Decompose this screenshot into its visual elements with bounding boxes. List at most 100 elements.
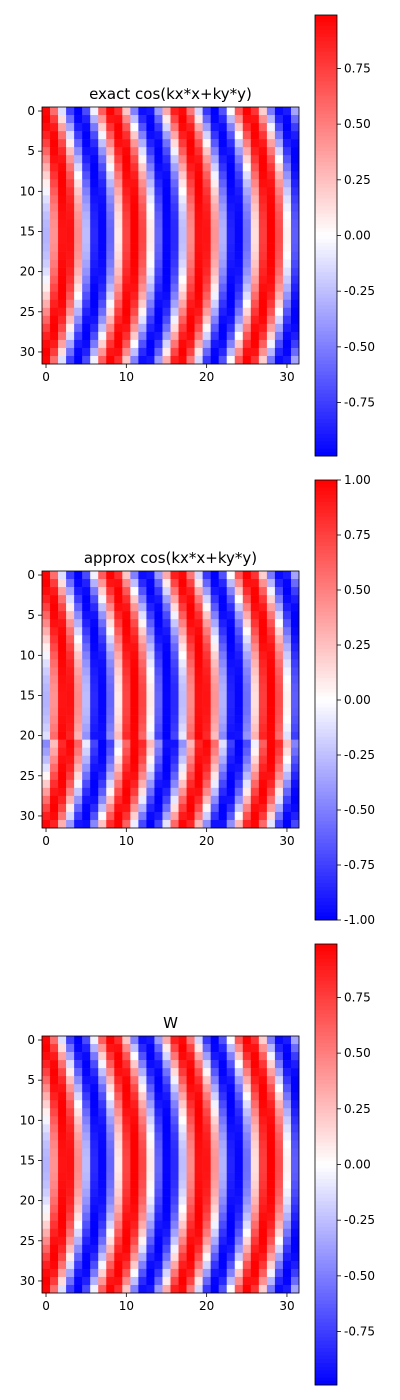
heatmap-cell [90, 323, 99, 333]
heatmap-cell [250, 811, 260, 821]
heatmap-cell [242, 1212, 252, 1222]
colorbar-gradient-step [315, 1373, 337, 1379]
heatmap-cell [114, 1044, 123, 1053]
heatmap-cell [274, 291, 284, 301]
heatmap-cell [66, 755, 75, 765]
heatmap-cell [66, 1252, 75, 1262]
heatmap-cell [130, 323, 139, 333]
heatmap-cell [154, 1268, 163, 1278]
heatmap-cell [122, 779, 131, 789]
heatmap-cell [258, 1092, 268, 1101]
heatmap-cell [170, 691, 179, 700]
heatmap-cell [290, 1180, 300, 1189]
heatmap-cell [250, 195, 260, 204]
heatmap-cell [226, 595, 236, 604]
heatmap-cell [266, 1036, 276, 1045]
heatmap-cell [162, 771, 171, 781]
heatmap-cell [194, 795, 203, 805]
heatmap-cell [178, 819, 187, 829]
heatmap-cell [194, 123, 203, 132]
heatmap-cell [98, 219, 107, 228]
heatmap-cell [250, 627, 260, 636]
heatmap-cell [58, 819, 67, 829]
colorbar-tick-label: -0.75 [344, 1325, 375, 1339]
heatmap-cell [274, 1076, 284, 1085]
heatmap-cell [162, 1268, 171, 1278]
heatmap-cell [122, 1156, 131, 1165]
heatmap-cell [202, 1148, 211, 1157]
heatmap-cell [82, 1172, 91, 1181]
heatmap-cell [90, 1156, 99, 1165]
heatmap-cell [290, 1076, 300, 1085]
heatmap-cell [82, 227, 91, 236]
heatmap-cell [202, 115, 211, 124]
heatmap-cell [226, 339, 236, 349]
colorbar-gradient-step [315, 995, 337, 1000]
heatmap-cell [242, 779, 252, 789]
heatmap-cell [258, 147, 268, 156]
heatmap-cell [186, 1284, 195, 1294]
heatmap-cell [90, 155, 99, 164]
heatmap-cell [74, 819, 83, 829]
heatmap-cell [178, 723, 187, 732]
heatmap-cell [146, 211, 155, 220]
heatmap-cell [226, 115, 236, 124]
heatmap-cell [178, 1260, 187, 1270]
heatmap-cell [66, 1092, 75, 1101]
heatmap-cell [66, 1180, 75, 1189]
heatmap-cell [234, 795, 244, 805]
heatmap-cell [114, 731, 123, 740]
heatmap-cell [138, 243, 147, 252]
colorbar-gradient-step [315, 744, 337, 749]
heatmap-cell [274, 355, 284, 365]
heatmap-cell [122, 1180, 131, 1189]
heatmap-cell [50, 699, 59, 708]
heatmap-cell [210, 107, 219, 116]
heatmap-cell [90, 1052, 99, 1061]
heatmap-cell [82, 1204, 91, 1213]
heatmap-cell [242, 1284, 252, 1294]
heatmap-cell [130, 755, 139, 765]
heatmap-cell [50, 115, 59, 124]
heatmap-cell [178, 299, 187, 309]
heatmap-cell [178, 323, 187, 333]
heatmap-cell [130, 1172, 139, 1181]
heatmap-cell [82, 187, 91, 196]
heatmap-cell [82, 315, 91, 325]
heatmap-cell [266, 747, 276, 757]
heatmap-cell [226, 355, 236, 365]
heatmap-cell [170, 667, 179, 676]
heatmap-cell [58, 355, 67, 365]
heatmap-cell [90, 131, 99, 140]
heatmap-cell [290, 1284, 300, 1294]
heatmap-cell [98, 1196, 107, 1205]
colorbar-gradient-step [315, 1370, 337, 1375]
colorbar-gradient-step [315, 356, 337, 361]
heatmap-cell [266, 1148, 276, 1157]
heatmap-cell [50, 731, 59, 740]
heatmap-cell [106, 1132, 115, 1141]
heatmap-cell [282, 1124, 292, 1133]
heatmap-cell [170, 1276, 179, 1286]
heatmap-cell [282, 139, 292, 148]
colorbar-gradient-step [315, 1293, 337, 1298]
heatmap-cell [218, 1068, 228, 1077]
colorbar-gradient-step [315, 297, 337, 303]
colorbar-gradient-step [315, 114, 337, 119]
heatmap-cell [242, 795, 252, 805]
heatmap-cell [170, 307, 179, 317]
colorbar-gradient-step [315, 955, 337, 960]
colorbar-gradient-step [315, 408, 337, 413]
heatmap-cell [114, 235, 123, 244]
heatmap-cell [98, 1100, 107, 1109]
colorbar-gradient-step [315, 991, 337, 996]
heatmap-cell [210, 243, 219, 252]
heatmap-cell [50, 667, 59, 676]
heatmap-cell [234, 315, 244, 325]
heatmap-cell [218, 139, 228, 148]
colorbar-tick-label: -0.50 [344, 340, 375, 354]
heatmap-cell [106, 1060, 115, 1069]
panel-title: approx cos(kx*x+ky*y) [84, 549, 257, 567]
heatmap-cell [82, 347, 91, 357]
heatmap-cell [234, 683, 244, 692]
